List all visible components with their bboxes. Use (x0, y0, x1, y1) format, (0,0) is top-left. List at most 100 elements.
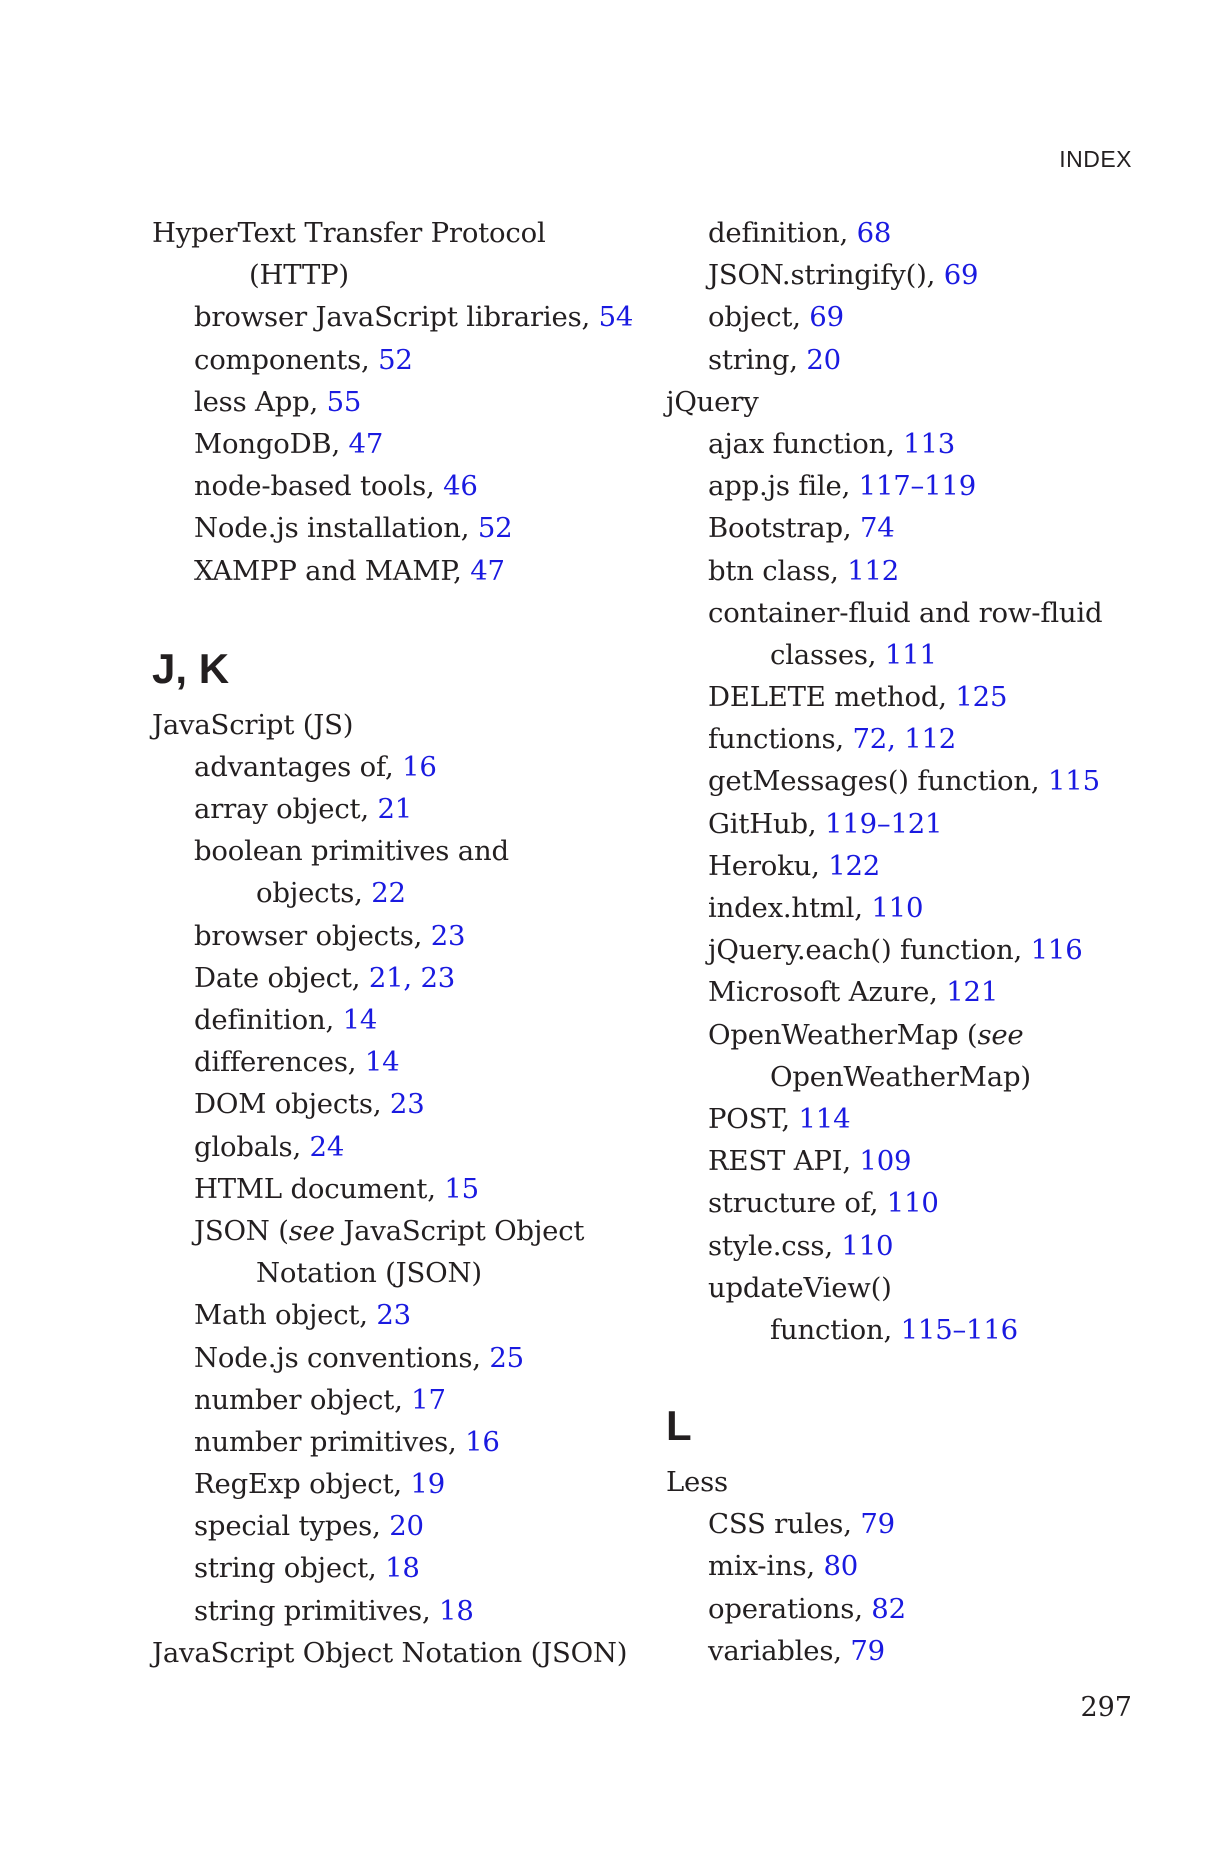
page-reference-link[interactable]: 21 (377, 793, 413, 826)
index-subentry: string, 20 (708, 343, 841, 376)
page-number: 297 (1080, 1692, 1132, 1723)
index-subentry: JSON (see JavaScript Object (194, 1214, 585, 1247)
index-subentry: btn class, 112 (708, 554, 900, 587)
index-subentry: Microsoft Azure, 121 (708, 976, 999, 1009)
page-reference-link[interactable]: 122 (828, 849, 881, 882)
index-subentry: definition, 68 (708, 217, 892, 249)
page-reference-link[interactable]: 23 (389, 1088, 425, 1121)
page-reference-link[interactable]: 69 (943, 259, 979, 292)
page-reference-link[interactable]: 47 (348, 427, 384, 460)
page-reference-link[interactable]: 47 (470, 554, 505, 587)
index-subentry: browser objects, 23 (194, 919, 466, 952)
index-subentry: JSON.stringify(), 69 (708, 259, 979, 292)
page-reference-link[interactable]: 110 (841, 1229, 894, 1262)
page-reference-link[interactable]: 68 (856, 217, 892, 249)
page-reference-link[interactable]: 110 (886, 1187, 939, 1220)
index-subentry: MongoDB, 47 (194, 427, 384, 460)
index-subentry: index.html, 110 (708, 892, 924, 924)
index-subentry-continuation: OpenWeatherMap) (770, 1060, 1031, 1093)
index-term: HyperText Transfer Protocol (152, 217, 546, 249)
page-reference-link[interactable]: 14 (342, 1004, 378, 1036)
page-reference-link[interactable]: 117–119 (858, 470, 977, 503)
index-subentry-continuation: Notation (JSON) (256, 1257, 482, 1290)
index-subentry: boolean primitives and (194, 835, 509, 868)
index-subentry: globals, 24 (194, 1130, 345, 1163)
page-reference-link[interactable]: 112 (847, 554, 900, 587)
page-reference-link[interactable]: 16 (465, 1425, 500, 1458)
index-subentry: differences, 14 (194, 1046, 400, 1079)
page-reference-link[interactable]: 52 (378, 343, 413, 376)
page-reference-link[interactable]: 20 (806, 343, 841, 376)
page-reference-link[interactable]: 125 (955, 681, 1008, 714)
page-reference-link[interactable]: 18 (439, 1594, 474, 1627)
index-column-left: HyperText Transfer Protocol (HTTP) brows… (152, 212, 672, 1674)
index-term: jQuery (666, 385, 759, 418)
page-reference-link[interactable]: 114 (798, 1102, 851, 1135)
page-reference-link[interactable]: 25 (489, 1341, 524, 1374)
index-subentry: operations, 82 (708, 1592, 906, 1625)
page-reference-link[interactable]: 69 (809, 301, 844, 334)
page-reference-link[interactable]: 72, 112 (852, 723, 957, 756)
index-term: JavaScript Object Notation (JSON) (152, 1636, 628, 1669)
page-reference-link[interactable]: 116 (1030, 934, 1083, 967)
page-reference-link[interactable]: 19 (410, 1468, 446, 1501)
index-subentry: components, 52 (194, 343, 413, 376)
index-subentry: POST, 114 (708, 1102, 851, 1135)
page-reference-link[interactable]: 46 (443, 470, 478, 503)
index-subentry: Node.js installation, 52 (194, 512, 513, 545)
index-subentry: jQuery.each() function, 116 (708, 934, 1083, 967)
page-reference-link[interactable]: 111 (884, 638, 937, 671)
page-reference-link[interactable]: 14 (364, 1046, 400, 1079)
page-reference-link[interactable]: 74 (859, 512, 895, 545)
page-reference-link[interactable]: 23 (430, 919, 466, 952)
page-reference-link[interactable]: 22 (371, 877, 406, 910)
page-reference-link[interactable]: 110 (871, 892, 924, 924)
page-reference-link[interactable]: 109 (859, 1145, 912, 1178)
page-reference-link[interactable]: 24 (309, 1130, 345, 1163)
index-subentry: Math object, 23 (194, 1299, 411, 1332)
index-subentry: DOM objects, 23 (194, 1088, 425, 1121)
page-reference-link[interactable]: 113 (903, 427, 956, 460)
page-reference-link[interactable]: 18 (385, 1552, 420, 1585)
index-subentry-continuation: function, 115–116 (770, 1313, 1019, 1346)
page-reference-link[interactable]: 55 (326, 385, 362, 418)
page-reference-link[interactable]: 79 (850, 1634, 885, 1667)
page-reference-link[interactable]: 20 (389, 1510, 424, 1543)
index-subentry: special types, 20 (194, 1510, 424, 1543)
page-reference-link[interactable]: 115–116 (900, 1313, 1019, 1346)
index-subentry: ajax function, 113 (708, 427, 956, 460)
see-reference: see (977, 1018, 1024, 1051)
index-subentry: number object, 17 (194, 1383, 446, 1416)
index-subentry: Heroku, 122 (708, 849, 881, 882)
index-column-right: definition, 68 JSON.stringify(), 69 obje… (666, 212, 1186, 1672)
page-reference-link[interactable]: 16 (402, 750, 437, 783)
index-subentry: node-based tools, 46 (194, 470, 478, 503)
page-reference-link[interactable]: 52 (477, 512, 513, 545)
page-reference-link[interactable]: 82 (871, 1592, 906, 1625)
page-reference-link[interactable]: 115 (1047, 765, 1100, 798)
index-subentry: array object, 21 (194, 793, 413, 826)
index-subentry: getMessages() function, 115 (708, 765, 1100, 798)
page-reference-link[interactable]: 15 (444, 1172, 479, 1205)
page-reference-link[interactable]: 119–121 (825, 807, 943, 840)
index-subentry: OpenWeatherMap (see (708, 1018, 1024, 1051)
page-reference-link[interactable]: 80 (823, 1550, 859, 1583)
page-reference-link[interactable]: 79 (860, 1508, 895, 1541)
index-subentry: REST API, 109 (708, 1145, 912, 1178)
section-heading-l: L (666, 1402, 692, 1450)
page-reference-link[interactable]: 21, 23 (368, 961, 456, 994)
page-reference-link[interactable]: 23 (376, 1299, 411, 1332)
index-subentry: XAMPP and MAMP, 47 (194, 554, 505, 587)
index-subentry: DELETE method, 125 (708, 681, 1008, 714)
index-subentry: Date object, 21, 23 (194, 961, 456, 994)
index-subentry: container-fluid and row-fluid (708, 596, 1103, 629)
index-term: Less (666, 1466, 728, 1499)
index-subentry-continuation: objects, 22 (256, 877, 406, 910)
page-reference-link[interactable]: 54 (598, 301, 634, 334)
page-reference-link[interactable]: 17 (411, 1383, 446, 1416)
index-subentry: functions, 72, 112 (708, 723, 957, 756)
page-reference-link[interactable]: 121 (946, 976, 999, 1009)
index-subentry: updateView() (708, 1271, 892, 1304)
index-subentry: structure of, 110 (708, 1187, 939, 1220)
index-subentry-continuation: classes, 111 (770, 638, 937, 671)
